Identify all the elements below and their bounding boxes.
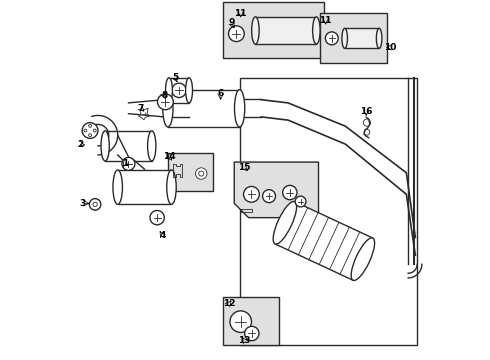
Circle shape — [244, 186, 259, 202]
Ellipse shape — [313, 17, 320, 44]
Ellipse shape — [342, 28, 347, 48]
Circle shape — [245, 326, 259, 341]
Bar — [168, 153, 213, 191]
Bar — [168, 90, 240, 127]
Circle shape — [199, 171, 204, 176]
Polygon shape — [275, 202, 373, 280]
Circle shape — [283, 185, 297, 200]
Text: 11: 11 — [234, 9, 247, 18]
Text: 1: 1 — [122, 159, 128, 168]
Text: 11: 11 — [319, 16, 332, 25]
Circle shape — [89, 199, 101, 210]
Circle shape — [295, 196, 306, 207]
Circle shape — [157, 94, 173, 110]
Ellipse shape — [166, 78, 172, 103]
Text: 5: 5 — [172, 73, 178, 82]
Ellipse shape — [163, 90, 173, 127]
Circle shape — [82, 123, 98, 138]
Circle shape — [84, 129, 87, 132]
Ellipse shape — [167, 170, 176, 204]
Circle shape — [263, 190, 275, 203]
Text: 15: 15 — [238, 163, 250, 172]
Bar — [320, 13, 387, 63]
Circle shape — [93, 202, 97, 207]
Ellipse shape — [376, 28, 382, 48]
Text: 12: 12 — [222, 299, 235, 308]
Text: 7: 7 — [138, 104, 144, 113]
Circle shape — [89, 125, 92, 127]
Circle shape — [150, 211, 164, 225]
Text: 14: 14 — [163, 152, 175, 161]
Ellipse shape — [351, 238, 375, 280]
Bar — [105, 131, 152, 161]
Circle shape — [89, 134, 92, 136]
Bar — [255, 17, 317, 44]
Bar — [223, 3, 324, 58]
Ellipse shape — [252, 17, 259, 44]
Text: 10: 10 — [384, 43, 396, 52]
Ellipse shape — [235, 90, 245, 127]
Ellipse shape — [147, 131, 156, 161]
Circle shape — [228, 26, 245, 41]
Circle shape — [172, 83, 186, 98]
Ellipse shape — [273, 202, 296, 244]
Bar — [118, 170, 172, 204]
Ellipse shape — [186, 78, 193, 103]
Polygon shape — [234, 162, 318, 218]
Circle shape — [196, 168, 207, 179]
Text: 9: 9 — [228, 18, 235, 27]
Ellipse shape — [101, 131, 109, 161]
Text: 6: 6 — [218, 89, 224, 98]
Circle shape — [93, 129, 96, 132]
Text: 2: 2 — [77, 140, 84, 149]
Bar — [169, 78, 189, 103]
Bar — [240, 78, 417, 345]
Circle shape — [230, 311, 251, 332]
Text: 13: 13 — [238, 336, 250, 345]
Text: 3: 3 — [79, 199, 86, 208]
Bar — [344, 28, 379, 48]
Circle shape — [122, 157, 135, 170]
Circle shape — [325, 32, 338, 45]
Text: 8: 8 — [161, 91, 168, 100]
Text: 4: 4 — [159, 231, 166, 240]
Ellipse shape — [113, 170, 122, 204]
Text: 16: 16 — [360, 107, 372, 116]
Bar — [223, 297, 279, 345]
